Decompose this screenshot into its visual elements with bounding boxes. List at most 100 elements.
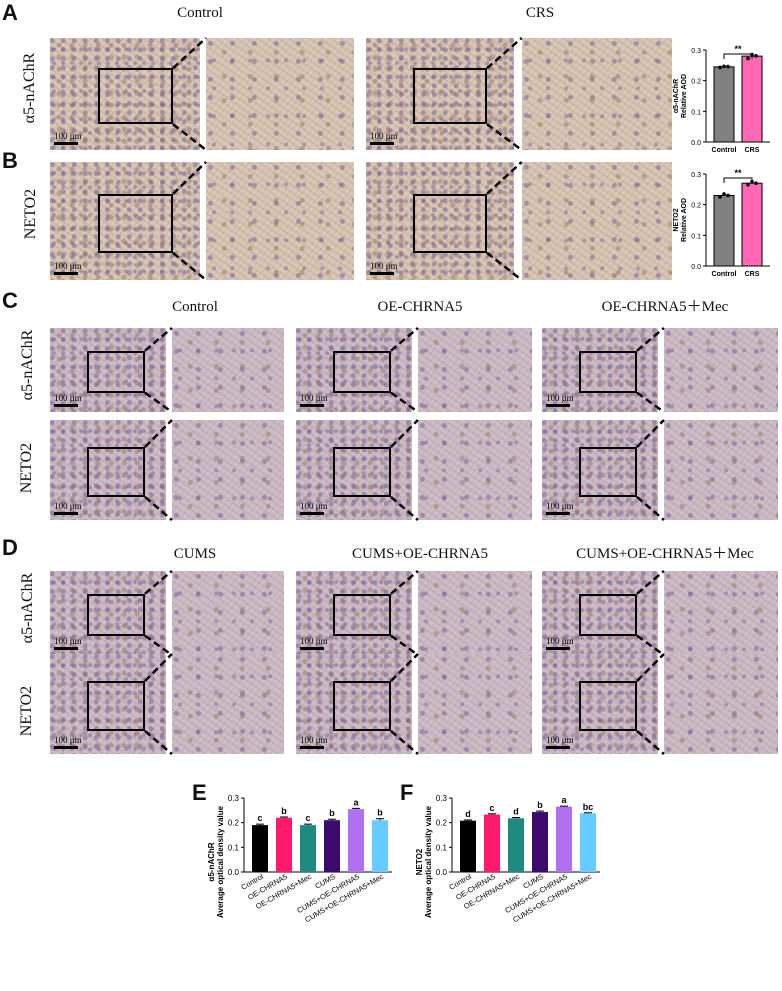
micrograph-overview: 100 μm	[296, 654, 412, 754]
y-tick-label: 0.2	[691, 203, 701, 210]
zoom-connector	[390, 570, 419, 657]
zoom-connector-line	[390, 419, 419, 448]
micrograph-overview: 100 μm	[50, 420, 166, 520]
scale-bar-label: 100 μm	[54, 636, 82, 646]
data-point	[746, 56, 750, 61]
zoom-region-box	[333, 593, 392, 636]
zoom-connector	[144, 419, 173, 521]
panel-label-b: B	[2, 148, 18, 173]
micrograph-zoom	[664, 328, 778, 412]
data-point	[754, 54, 758, 58]
zoom-region-box	[87, 447, 146, 497]
significance-letter: b	[281, 806, 287, 816]
micrograph-overview: 100 μm	[366, 38, 514, 150]
data-point	[726, 64, 730, 69]
significance-letter: b	[377, 808, 383, 818]
zoom-connector-line	[636, 634, 665, 657]
scale-bar-label: 100 μm	[546, 636, 574, 646]
significance-letter: d	[513, 806, 519, 816]
scale-bar	[546, 404, 570, 407]
y-tick-label: 0.1	[691, 233, 701, 240]
zoom-connector	[390, 419, 419, 521]
scale-bar-label: 100 μm	[54, 393, 82, 403]
zoom-connector	[144, 570, 173, 657]
micrograph-zoom	[172, 328, 284, 412]
data-point	[718, 65, 722, 70]
bar	[460, 820, 476, 872]
micrograph-zoom	[418, 328, 532, 412]
zoom-region-box	[413, 193, 488, 253]
scale-bar-label: 100 μm	[54, 131, 82, 141]
significance-bracket	[723, 53, 753, 59]
zoom-connector-line	[486, 251, 523, 281]
zoom-connector-line	[390, 730, 419, 755]
zoom-connector-line	[144, 570, 173, 595]
panel-label-c: C	[2, 288, 18, 313]
significance-letter: d	[465, 809, 471, 819]
y-tick-label: 0.2	[436, 819, 448, 828]
scale-bar	[300, 746, 324, 749]
y-axis-label: α5-nAChR	[207, 842, 216, 881]
bar	[508, 818, 524, 872]
zoom-connector-line	[144, 496, 173, 521]
row-label-a: α5-nAChR	[21, 52, 38, 124]
zoom-connector	[636, 419, 665, 521]
zoom-connector-line	[636, 496, 665, 521]
chart-f: 0.0 0.1 0.2 0.3 NETO2 Average optical density…	[415, 794, 600, 924]
scale-bar	[370, 272, 394, 275]
y-tick-label: 0.3	[691, 172, 701, 179]
scale-bar-label: 100 μm	[54, 735, 82, 745]
zoom-connector-line	[144, 419, 173, 448]
x-tick-label: Control	[712, 271, 737, 278]
y-axis-label: Average optical density value	[424, 805, 433, 918]
bar	[580, 813, 596, 872]
micrograph-overview: 100 μm	[542, 571, 658, 655]
zoom-connector	[636, 570, 665, 657]
zoom-connector-line	[486, 37, 523, 70]
zoom-connector	[636, 327, 665, 414]
chart-e: 0.0 0.1 0.2 0.3 α5-nAChR Average optical dens…	[207, 794, 392, 924]
y-tick-label: 0.3	[436, 794, 448, 803]
zoom-connector-line	[172, 161, 207, 195]
scale-bar	[546, 512, 570, 515]
significance-label: **	[734, 168, 742, 178]
zoom-region-box	[87, 593, 146, 636]
micrograph-overview: 100 μm	[296, 420, 412, 520]
y-tick-label: 0.2	[228, 819, 240, 828]
y-axis-label: NETO2	[415, 848, 424, 875]
row-label-d-top: α5-nAChR	[19, 572, 36, 644]
zoom-connector-line	[390, 570, 419, 595]
zoom-connector	[636, 653, 665, 755]
scale-bar	[54, 272, 78, 275]
significance-bracket	[723, 177, 753, 183]
x-tick-label: CRS	[745, 271, 760, 278]
column-title-cums-oe-mec: CUMS+OE-CHRNA5＋Mec	[576, 546, 754, 562]
column-title-oe-chrna5-mec: OE-CHRNA5＋Mec	[601, 299, 729, 315]
y-tick-label: 0.2	[691, 79, 701, 86]
micrograph-overview: 100 μm	[50, 654, 166, 754]
bar	[300, 825, 316, 872]
y-axis-label: NETO2	[673, 208, 680, 231]
scale-bar	[54, 647, 78, 650]
zoom-connector-line	[636, 391, 665, 414]
zoom-connector-line	[390, 327, 419, 352]
micrograph-overview: 100 μm	[50, 328, 166, 412]
zoom-region-box	[579, 681, 638, 731]
micrograph-zoom	[522, 38, 672, 150]
scale-bar	[370, 142, 394, 145]
significance-label: **	[734, 44, 742, 54]
scale-bar-label: 100 μm	[370, 261, 398, 271]
zoom-connector-line	[636, 570, 665, 595]
scale-bar-label: 100 μm	[546, 393, 574, 403]
zoom-region-box	[87, 681, 146, 731]
zoom-connector-line	[390, 653, 419, 682]
micrograph-zoom	[522, 162, 672, 280]
significance-letter: b	[537, 800, 543, 810]
zoom-region-box	[413, 68, 488, 125]
x-tick-label: CRS	[745, 147, 760, 154]
significance-letter: bc	[583, 802, 594, 812]
micrograph-overview: 100 μm	[366, 162, 514, 280]
micrograph-zoom	[664, 420, 778, 520]
data-point	[726, 193, 730, 198]
zoom-connector-line	[636, 419, 665, 448]
